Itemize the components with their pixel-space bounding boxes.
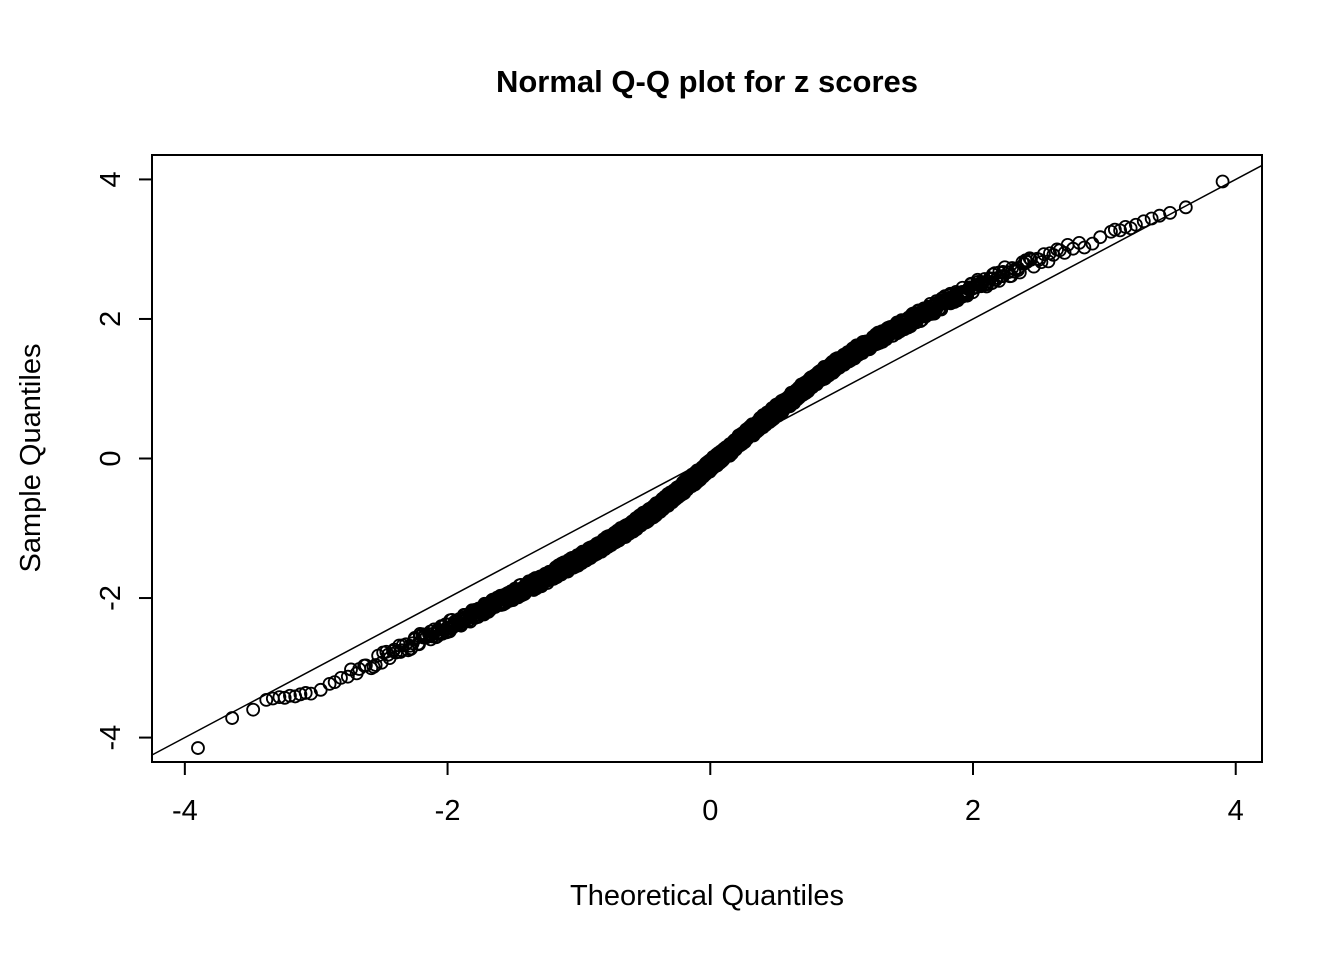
- qq-point: [191, 741, 205, 755]
- x-axis-label: Theoretical Quantiles: [570, 880, 844, 912]
- data-points: [191, 174, 1230, 755]
- chart-title: Normal Q-Q plot for z scores: [496, 64, 918, 99]
- qq-point: [225, 711, 240, 725]
- y-tick-label: 2: [95, 311, 127, 327]
- qq-point: [1128, 217, 1143, 232]
- qq-point: [366, 659, 381, 674]
- qq-point: [1037, 247, 1051, 262]
- y-tick-label: -4: [95, 725, 127, 751]
- x-tick-label: 0: [702, 795, 718, 827]
- qq-point: [1178, 200, 1193, 215]
- qq-point: [298, 686, 313, 700]
- x-tick-label: 4: [1228, 795, 1244, 827]
- x-tick-label: 2: [965, 795, 981, 827]
- qq-point: [1034, 255, 1049, 270]
- qq-point: [1093, 230, 1108, 245]
- qq-point: [1057, 245, 1072, 260]
- qq-point: [1215, 174, 1230, 189]
- qq-point: [368, 658, 383, 672]
- qq-point: [272, 690, 287, 705]
- qq-point: [1163, 206, 1177, 220]
- y-tick-label: 4: [95, 171, 127, 187]
- qq-point: [259, 693, 274, 707]
- qq-point: [334, 670, 348, 685]
- qq-point: [1024, 252, 1038, 267]
- qq-point: [283, 688, 297, 703]
- qq-point: [304, 686, 318, 701]
- qq-point: [1077, 240, 1092, 255]
- qq-point: [1144, 211, 1159, 226]
- x-tick-label: -2: [435, 795, 461, 827]
- y-axis-label: Sample Quantiles: [15, 344, 47, 573]
- x-tick-label: -4: [172, 795, 198, 827]
- qq-point: [1118, 219, 1133, 234]
- y-tick-label: 0: [95, 450, 127, 466]
- qq-point: [340, 669, 355, 684]
- axis-ticks: -4 -2 0 2 4 -4 -2 0 2 4: [95, 171, 1244, 827]
- qq-point: [293, 687, 308, 702]
- y-tick-label: -2: [95, 585, 127, 611]
- qq-point: [1136, 214, 1151, 229]
- qq-point: [246, 702, 261, 717]
